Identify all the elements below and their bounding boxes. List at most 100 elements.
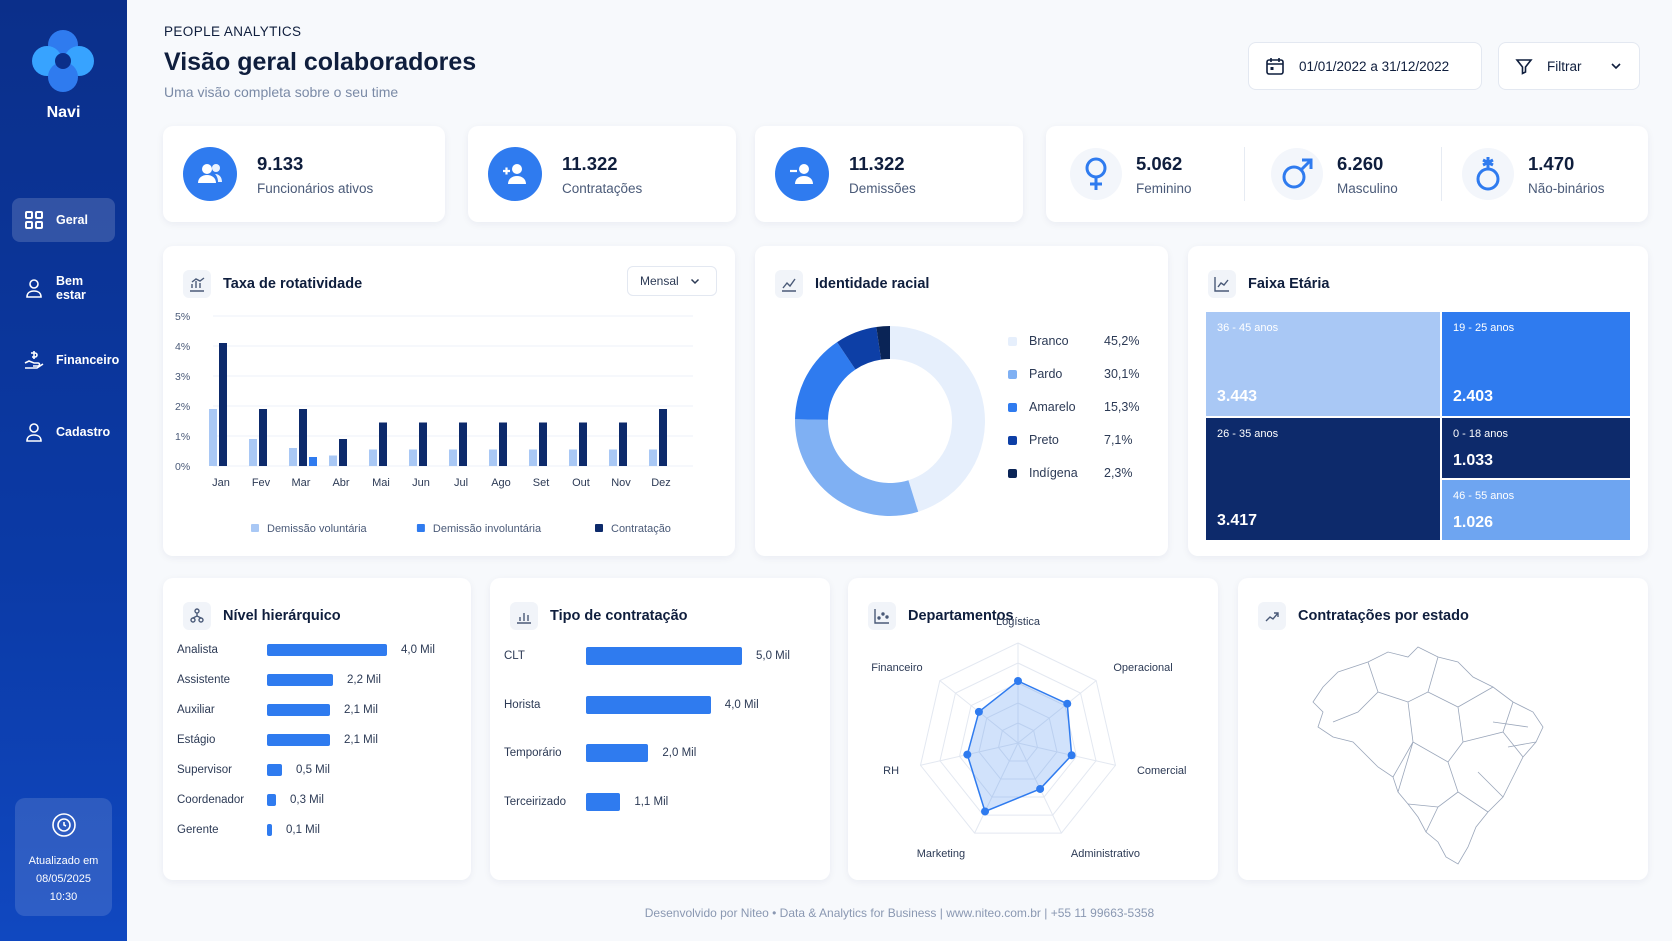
bar-demissão-voluntária [529, 449, 537, 466]
users-icon [183, 147, 237, 201]
bar-row: Auxiliar 2,1 Mil [177, 703, 378, 717]
x-tick-label: Dez [651, 477, 671, 489]
chevron-down-icon [690, 278, 699, 285]
footer-credits: Desenvolvido por Niteo • Data & Analytic… [644, 906, 1155, 920]
brand-name: Navi [46, 104, 81, 121]
sidebar-item-label: Geral [56, 213, 88, 227]
bar-category-label: Temporário [504, 747, 562, 759]
bar[interactable] [586, 744, 649, 762]
bar-row: Coordenador 0,3 Mil [177, 793, 324, 807]
departments-card: Departamentos Logística Operacional Comerc… [848, 578, 1218, 880]
legend-item: Pardo 30,1% [1008, 367, 1139, 381]
states-card: Contratações por estado [1238, 578, 1648, 880]
kpi-card-active: 9.133 Funcionários ativos [163, 126, 445, 222]
calendar-icon [1266, 58, 1284, 75]
brazil-map[interactable] [1298, 632, 1558, 872]
racial-donut-chart [795, 326, 985, 516]
y-tick-label: 3% [175, 371, 190, 383]
radar-point [1067, 751, 1076, 760]
bar[interactable] [586, 647, 742, 665]
bar-value-label: 2,2 Mil [347, 674, 381, 686]
x-tick-label: Mai [372, 477, 390, 489]
bar[interactable] [267, 674, 333, 686]
clock-refresh-icon [51, 813, 76, 837]
legend-swatch [1008, 402, 1017, 412]
bar-value-label: 2,0 Mil [662, 747, 697, 759]
donut-slice-preto [837, 326, 882, 370]
radar-point [963, 750, 972, 759]
legend-percent: 2,3% [1104, 466, 1133, 480]
kpi-value: 9.133 [257, 152, 304, 174]
bar-row: Estágio 2,1 Mil [177, 733, 378, 747]
legend-label: Demissão voluntária [267, 523, 368, 535]
treemap-cell-36-45[interactable]: 36 - 45 anos 3.443 [1206, 312, 1440, 416]
y-tick-label: 2% [175, 401, 190, 413]
treemap-cell-46-55[interactable]: 46 - 55 anos 1.026 [1442, 480, 1630, 540]
treemap-cell-0-18[interactable]: 0 - 18 anos 1.033 [1442, 418, 1630, 478]
bar-demissão-voluntária [649, 449, 657, 466]
x-tick-label: Ago [491, 477, 511, 489]
bar[interactable] [586, 792, 621, 811]
radar-point [1036, 784, 1045, 793]
filter-button[interactable]: Filtrar [1498, 42, 1640, 90]
date-range-picker[interactable]: 01/01/2022 a 31/12/2022 [1248, 42, 1482, 90]
donut-slice-indígena [876, 326, 890, 360]
bar-contratação [659, 409, 667, 466]
hierarchy-icon [183, 602, 211, 630]
x-tick-label: Jan [212, 477, 230, 489]
card-title: Nível hierárquico [183, 602, 341, 630]
bar-value-label: 2,1 Mil [344, 734, 378, 746]
period-select[interactable]: Mensal [627, 266, 717, 296]
treemap-cell-26-35[interactable]: 26 - 35 anos 3.417 [1206, 418, 1440, 540]
navi-logo[interactable] [30, 28, 96, 94]
bar[interactable] [586, 695, 711, 714]
kpi-label: Contratações [562, 180, 643, 196]
bar-category-label: Assistente [177, 674, 231, 686]
user-plus-icon [488, 147, 542, 201]
kpi-value: 11.322 [849, 152, 905, 174]
kpi-value: 5.062 [1136, 152, 1183, 174]
sidebar: Navi Geral Bem estar Financeiro Cadastro… [0, 0, 127, 941]
bar[interactable] [267, 734, 330, 746]
bar[interactable] [267, 764, 282, 776]
bar[interactable] [267, 824, 272, 836]
user-icon [26, 279, 42, 298]
date-range-text: 01/01/2022 a 31/12/2022 [1299, 58, 1450, 74]
sidebar-item-cadastro[interactable]: Cadastro [12, 410, 115, 454]
sidebar-item-geral[interactable]: Geral [12, 198, 115, 242]
kpi-label: Demissões [849, 180, 916, 196]
bar-contratação [419, 422, 427, 466]
bar[interactable] [267, 704, 330, 716]
kpi-card-hires: 11.322 Contratações [468, 126, 736, 222]
radar-axis-label: Logística [996, 616, 1041, 628]
chart-area-icon [1208, 270, 1236, 298]
bar[interactable] [267, 644, 387, 656]
female-icon [1070, 148, 1122, 200]
gender-male: 6.260 Masculino [1245, 148, 1441, 200]
radar-axis [974, 742, 1019, 834]
bar-category-label: Estágio [177, 734, 216, 746]
bar-category-label: Gerente [177, 824, 219, 836]
turnover-card: Taxa de rotatividade Mensal 0% 1% 2% 3% 4% 5%… [163, 246, 735, 556]
treemap-cell-19-25[interactable]: 19 - 25 anos 2.403 [1442, 312, 1630, 416]
bar-category-label: Analista [177, 644, 218, 656]
filter-label: Filtrar [1547, 58, 1582, 74]
radar-grid [958, 682, 1078, 798]
chart-line-icon [775, 270, 803, 298]
bar[interactable] [267, 794, 276, 806]
radar-axis-label: Operacional [1113, 662, 1172, 674]
kpi-label: Masculino [1337, 180, 1398, 196]
money-hand-icon [24, 351, 44, 369]
radar-grid [997, 722, 1039, 762]
sidebar-item-bem-estar[interactable]: Bem estar [12, 266, 115, 310]
age-range-card: Faixa Etária 36 - 45 anos 3.443 19 - 25 a… [1188, 246, 1648, 556]
user-icon [26, 423, 42, 442]
trend-icon [1258, 602, 1286, 630]
x-tick-label: Nov [611, 477, 631, 489]
bar-chart-icon [510, 602, 538, 630]
sidebar-item-financeiro[interactable]: Financeiro [12, 338, 119, 382]
bar-demissão-voluntária [569, 449, 577, 466]
radar-point [974, 707, 983, 716]
divider [1441, 147, 1442, 201]
radar-axis-label: Marketing [917, 848, 965, 860]
